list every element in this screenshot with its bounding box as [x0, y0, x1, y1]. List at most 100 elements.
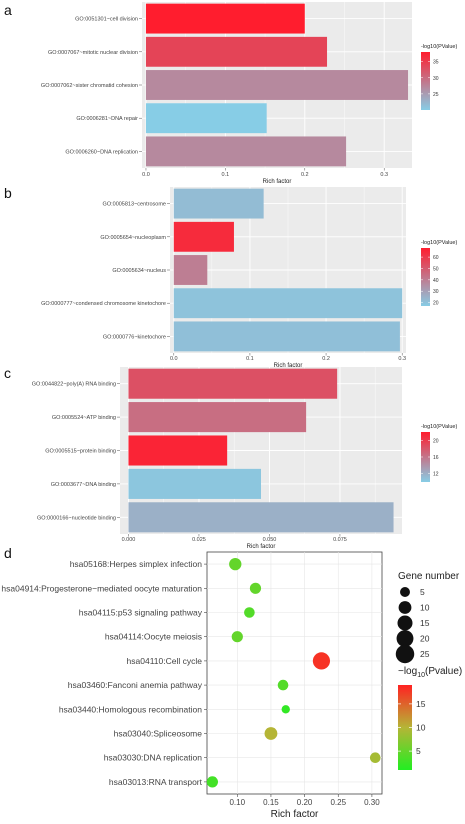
- category-label: GO:0051301~cell division: [75, 17, 138, 23]
- category-label: hsa03040:Spliceosome: [114, 729, 203, 739]
- x-axis-title: Rich factor: [274, 363, 303, 369]
- color-legend-title-prefix: −log: [398, 666, 417, 677]
- colorbar: [421, 52, 430, 110]
- bar: [145, 136, 347, 167]
- colorbar-tick-label: 35: [433, 60, 439, 66]
- x-tick-label: 0.30: [364, 798, 380, 807]
- panel-letter-c: c: [4, 365, 11, 381]
- x-axis-title: Rich factor: [271, 809, 319, 820]
- bar: [128, 435, 228, 466]
- bar: [145, 36, 328, 67]
- colorbar-tick-label: 40: [433, 278, 439, 284]
- x-tick-label: 0.2: [301, 172, 309, 178]
- category-label: GO:0007067~mitotic nuclear division: [48, 50, 138, 56]
- colorbar-tick-label: 5: [416, 746, 421, 756]
- x-tick-label: 0.025: [192, 537, 206, 543]
- bar: [128, 502, 394, 533]
- x-tick-label: 0.2: [322, 356, 330, 362]
- panel-letter-b: b: [4, 185, 12, 201]
- size-legend-label: 25: [420, 649, 430, 659]
- legend-title: -log10(PValue): [421, 424, 457, 430]
- colorbar-tick-label: 16: [433, 455, 439, 461]
- data-point: [281, 705, 290, 714]
- color-legend-title-subscript: 10: [417, 672, 425, 679]
- category-label: GO:0003677~DNA binding: [51, 482, 116, 488]
- category-label: GO:0000166~nucleotide binding: [37, 515, 116, 521]
- colorbar: [421, 432, 430, 482]
- panel-a: GO:0051301~cell division GO:0007067~mitot…: [41, 2, 457, 185]
- x-tick-label: 0.20: [297, 798, 313, 807]
- bar: [145, 103, 267, 134]
- x-tick-label: 0.0: [142, 172, 150, 178]
- data-point: [369, 752, 381, 763]
- category-label: hsa04114:Oocyte meiosis: [105, 632, 202, 642]
- colorbar-tick-label: 25: [433, 92, 439, 98]
- colorbar-tick-label: 60: [433, 255, 439, 261]
- data-point: [231, 631, 243, 643]
- size-legend-title: Gene number: [398, 571, 460, 582]
- category-label: GO:0005654~nucleoplasm: [100, 235, 166, 241]
- x-tick-label: 0.050: [263, 537, 277, 543]
- bar: [173, 255, 208, 285]
- category-label: hsa03013:RNA transport: [109, 777, 203, 787]
- category-label: GO:0005524~ATP binding: [52, 415, 116, 421]
- colorbar-tick-label: 10: [416, 723, 426, 733]
- panel-b: GO:0005813~centrosome GO:0005654~nucleopl…: [41, 187, 457, 369]
- x-tick-label: 0.15: [263, 798, 279, 807]
- category-label: GO:0000777~condensed chromosome kinetoch…: [41, 301, 166, 307]
- colorbar-tick-label: 20: [433, 301, 439, 307]
- size-legend-label: 10: [420, 603, 430, 613]
- colorbar-tick-label: 30: [433, 76, 439, 82]
- bar: [173, 221, 234, 252]
- panel-letter-a: a: [4, 2, 12, 18]
- colorbar-tick-label: 50: [433, 266, 439, 272]
- legend-title: -log10(PValue): [421, 44, 457, 50]
- bar: [145, 3, 305, 34]
- x-axis-title: Rich factor: [263, 179, 292, 185]
- category-label: GO:0006260~DNA replication: [65, 149, 138, 155]
- category-label: GO:0005813~centrosome: [103, 202, 166, 208]
- bar: [145, 70, 409, 100]
- colorbar-tick-label: 30: [433, 289, 439, 295]
- category-label: GO:0006281~DNA repair: [76, 116, 138, 122]
- data-point: [244, 607, 255, 618]
- bar: [173, 188, 264, 219]
- category-label: GO:0005634~nucleus: [112, 268, 166, 274]
- colorbar-tick-label: 15: [416, 699, 426, 709]
- plot-frame: [206, 551, 383, 795]
- x-tick-label: 0.1: [246, 356, 254, 362]
- bar: [128, 402, 307, 433]
- size-legend-label: 5: [420, 587, 425, 597]
- size-legend-dot: [396, 630, 414, 647]
- data-point: [277, 679, 289, 691]
- x-tick-label: 0.1: [222, 172, 230, 178]
- size-legend-dot: [397, 615, 413, 631]
- category-label: GO:0000776~kinetochore: [103, 334, 166, 340]
- legend-title: -log10(PValue): [421, 240, 457, 246]
- data-point: [264, 727, 278, 740]
- colorbar: [421, 248, 430, 306]
- size-legend-label: 20: [420, 634, 430, 644]
- color-legend-title: −log10(Pvalue): [398, 666, 462, 679]
- bar: [128, 368, 338, 399]
- category-label: hsa03030:DNA replication: [104, 753, 203, 763]
- data-point: [312, 652, 331, 670]
- data-point: [206, 776, 218, 788]
- data-point: [249, 582, 262, 594]
- panel-letter-d: d: [4, 545, 12, 561]
- category-label: GO:0005515~protein binding: [45, 449, 116, 455]
- colorbar-tick-label: 20: [433, 438, 439, 444]
- panel-c: GO:0044822~poly(A) RNA binding GO:0005524…: [32, 367, 457, 550]
- category-label: GO:0007062~sister chromatid cohesion: [41, 83, 138, 89]
- category-label: hsa04914:Progesterone−mediated oocyte ma…: [1, 583, 202, 593]
- color-legend-title-suffix: (Pvalue): [425, 666, 462, 677]
- category-label: hsa04115:p53 signaling pathway: [79, 608, 203, 618]
- x-tick-label: 0.000: [122, 537, 136, 543]
- category-label: GO:0044822~poly(A) RNA binding: [32, 382, 116, 388]
- x-tick-label: 0.25: [330, 798, 346, 807]
- category-label: hsa03440:Homologous recombination: [59, 704, 202, 714]
- bar: [173, 288, 403, 319]
- bar: [128, 468, 261, 499]
- panel-d: hsa05168:Herpes simplex infection hsa0491…: [1, 551, 462, 820]
